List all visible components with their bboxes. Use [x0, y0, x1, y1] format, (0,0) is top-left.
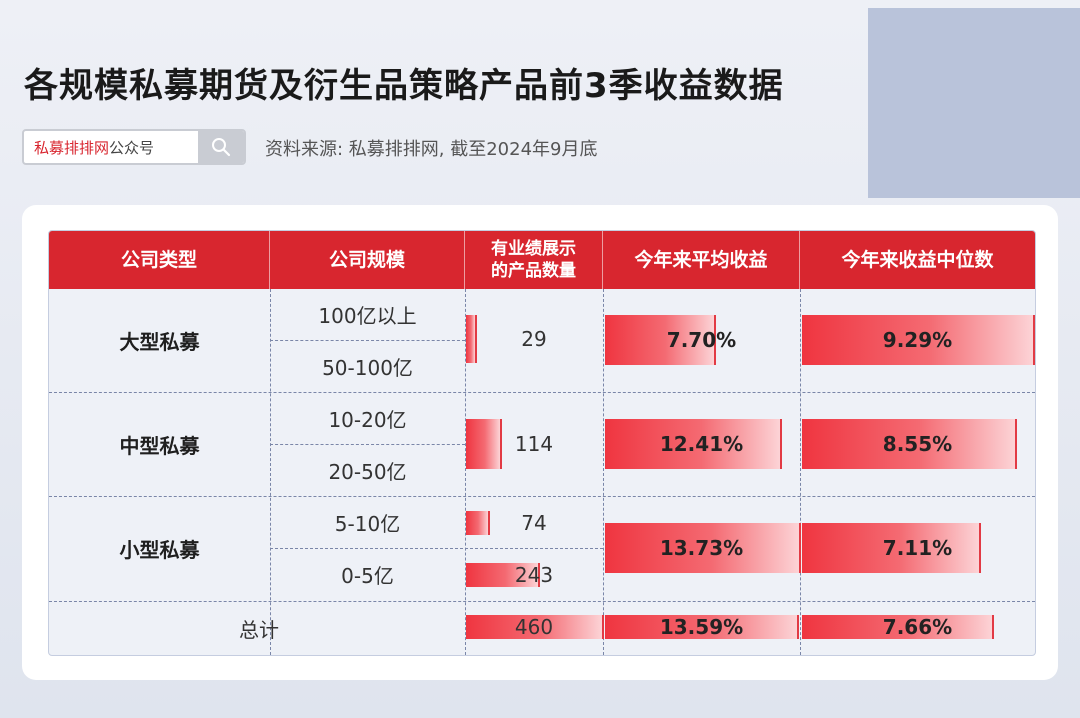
- avg-label-small: 13.73%: [659, 536, 744, 560]
- grid-line: [270, 548, 603, 549]
- avg-label-medium: 12.41%: [659, 432, 744, 456]
- median-bar-total: [802, 615, 994, 639]
- avg-label-total: 13.59%: [659, 615, 744, 639]
- median-label-total: 7.66%: [882, 615, 953, 639]
- grid-line: [270, 289, 271, 655]
- grid-line: [49, 392, 1035, 393]
- page-title: 各规模私募期货及衍生品策略产品前3季收益数据: [24, 66, 784, 106]
- median-bar-small: [802, 523, 981, 573]
- search-box[interactable]: 私募排排网 公众号: [22, 129, 246, 165]
- header-product-count-line2: 的产品数量: [491, 261, 576, 281]
- count-bar-medium: [466, 419, 502, 469]
- count-label-small-b: 243: [514, 563, 554, 587]
- grid-line: [800, 289, 801, 655]
- size-cell: 20-50亿: [328, 459, 407, 484]
- avg-bar-large: [605, 315, 716, 365]
- header-product-count: 有业绩展示 的产品数量: [465, 231, 603, 289]
- count-bar-small-a: [466, 511, 490, 535]
- median-bar-large: [802, 315, 1035, 365]
- grid-line: [49, 601, 1035, 602]
- median-bar-medium: [802, 419, 1017, 469]
- header-company-size: 公司规模: [270, 231, 465, 289]
- search-icon: [212, 138, 231, 157]
- count-bar-large: [466, 315, 477, 363]
- count-label-large: 29: [521, 327, 547, 351]
- median-label-large: 9.29%: [882, 328, 953, 352]
- avg-bar-medium: [605, 419, 782, 469]
- size-cell: 5-10亿: [334, 511, 401, 536]
- median-label-medium: 8.55%: [882, 432, 953, 456]
- grid-line: [603, 289, 604, 655]
- group-type-medium: 中型私募: [119, 433, 200, 458]
- grid-line: [270, 340, 465, 341]
- median-label-small: 7.11%: [882, 536, 953, 560]
- search-button[interactable]: [198, 131, 244, 163]
- count-bar-small-b: [466, 563, 540, 587]
- count-label-medium: 114: [514, 432, 554, 456]
- returns-table: 公司类型 公司规模 有业绩展示 的产品数量 今年来平均收益 今年来收益中位数 大…: [48, 230, 1036, 656]
- grid-line: [465, 289, 466, 655]
- group-type-large: 大型私募: [119, 330, 200, 354]
- header-product-count-line1: 有业绩展示: [491, 239, 576, 259]
- size-cell: 50-100亿: [322, 355, 413, 380]
- grid-line: [49, 496, 1035, 497]
- header-median-return: 今年来收益中位数: [800, 231, 1035, 289]
- header-company-type: 公司类型: [49, 231, 270, 289]
- corner-block: [868, 8, 1080, 198]
- count-label-small-a: 74: [521, 511, 547, 535]
- total-label: 总计: [239, 617, 279, 642]
- count-label-total: 460: [514, 615, 554, 639]
- source-note: 资料来源: 私募排排网, 截至2024年9月底: [265, 139, 598, 160]
- avg-label-large: 7.70%: [666, 328, 737, 352]
- avg-bar-total: [605, 615, 799, 639]
- size-cell: 0-5亿: [341, 564, 394, 588]
- size-cell: 100亿以上: [318, 304, 417, 328]
- count-bar-total: [466, 615, 604, 639]
- group-type-small: 小型私募: [119, 538, 200, 562]
- search-brand-text: 私募排排网: [34, 138, 110, 157]
- avg-bar-small: [605, 523, 801, 573]
- search-suffix-text: 公众号: [109, 138, 155, 157]
- search-input[interactable]: 私募排排网 公众号: [24, 131, 198, 163]
- grid-line: [270, 444, 465, 445]
- size-cell: 10-20亿: [328, 407, 407, 432]
- header-avg-return: 今年来平均收益: [603, 231, 800, 289]
